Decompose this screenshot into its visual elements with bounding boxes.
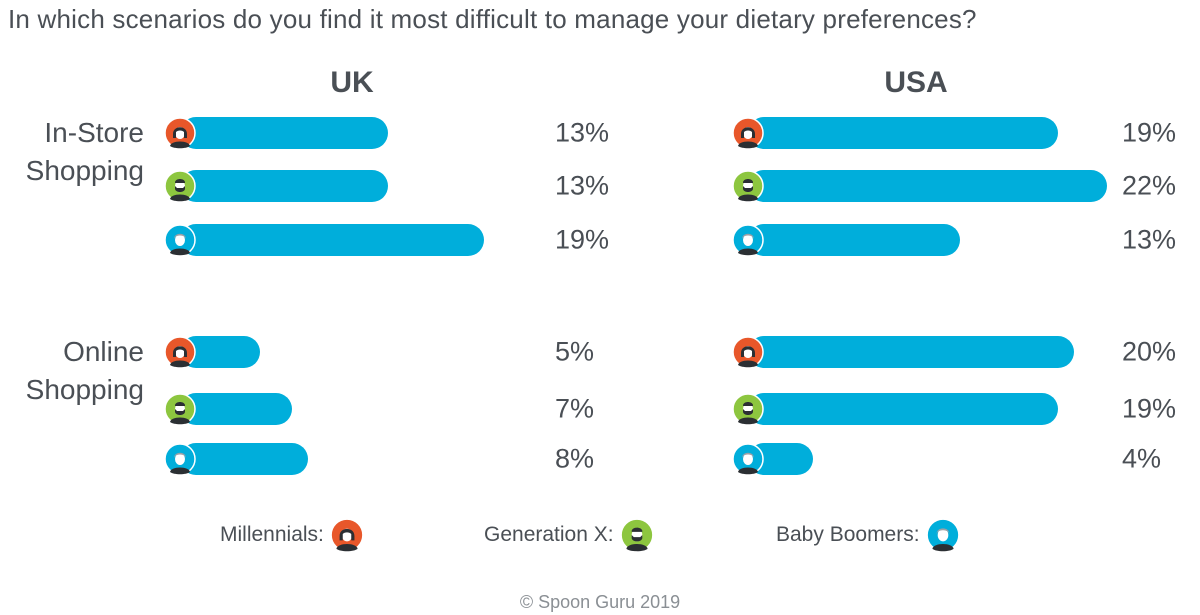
- value-label: 13%: [555, 170, 610, 201]
- bar-usa-generation-x: [748, 170, 1107, 202]
- millennial-avatar-icon: [732, 336, 764, 368]
- baby-boomer-avatar-icon: [732, 224, 764, 256]
- legend-label: Baby Boomers:: [776, 523, 920, 546]
- millennial-avatar-icon: [164, 336, 196, 368]
- millennial-avatar-icon: [732, 117, 764, 149]
- bar-uk-millennials: [180, 117, 388, 149]
- value-label: 19%: [1122, 117, 1177, 148]
- baby-boomer-avatar-icon: [732, 443, 764, 475]
- chart-title: In which scenarios do you find it most d…: [8, 4, 977, 34]
- category-label: Online Shopping: [8, 333, 144, 409]
- category-label: In-Store Shopping: [8, 114, 144, 190]
- baby-boomer-avatar-icon: [925, 518, 960, 552]
- legend-item-millennials: Millennials:: [220, 518, 364, 552]
- generation-x-avatar-icon: [732, 393, 764, 425]
- baby-boomer-avatar-icon: [164, 443, 196, 475]
- value-label: 19%: [555, 224, 610, 255]
- generation-x-avatar-icon: [619, 518, 654, 552]
- value-label: 13%: [1122, 224, 1177, 255]
- bar-uk-baby-boomers: [180, 443, 308, 475]
- panel-title-usa: USA: [884, 66, 948, 99]
- category-label-line: Online: [63, 336, 144, 367]
- legend-label: Millennials:: [220, 523, 324, 546]
- value-label: 5%: [555, 336, 595, 367]
- generation-x-avatar-icon: [164, 170, 196, 202]
- bar-usa-baby-boomers: [748, 224, 960, 256]
- millennial-avatar-icon: [164, 117, 196, 149]
- value-label: 8%: [555, 443, 595, 474]
- value-label: 19%: [1122, 393, 1177, 424]
- bar-uk-baby-boomers: [180, 224, 484, 256]
- baby-boomer-avatar-icon: [164, 224, 196, 256]
- copyright-footer: © Spoon Guru 2019: [519, 592, 681, 612]
- legend-label: Generation X:: [484, 523, 614, 546]
- bar-uk-generation-x: [180, 393, 292, 425]
- panel-title-uk: UK: [330, 66, 374, 99]
- bar-usa-millennials: [748, 117, 1058, 149]
- value-label: 4%: [1122, 443, 1162, 474]
- category-label-line: Shopping: [25, 374, 144, 405]
- category-label-line: In-Store: [44, 117, 144, 148]
- value-label: 13%: [555, 117, 610, 148]
- bar-usa-generation-x: [748, 393, 1058, 425]
- value-label: 22%: [1122, 170, 1177, 201]
- millennial-avatar-icon: [330, 518, 364, 552]
- value-label: 20%: [1122, 336, 1177, 367]
- bar-usa-millennials: [748, 336, 1074, 368]
- generation-x-avatar-icon: [732, 170, 764, 202]
- legend-item-generation-x: Generation X:: [484, 518, 654, 552]
- legend-item-baby-boomers: Baby Boomers:: [776, 518, 960, 552]
- generation-x-avatar-icon: [164, 393, 196, 425]
- category-label-line: Shopping: [25, 155, 144, 186]
- bar-uk-generation-x: [180, 170, 388, 202]
- value-label: 7%: [555, 393, 595, 424]
